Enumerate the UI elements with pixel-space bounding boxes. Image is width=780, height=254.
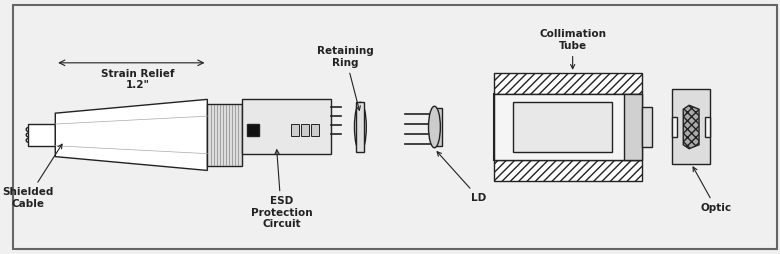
Text: Strain Relief
1.2": Strain Relief 1.2" bbox=[101, 69, 175, 90]
Text: LD: LD bbox=[437, 152, 487, 203]
Polygon shape bbox=[494, 160, 642, 181]
Polygon shape bbox=[683, 105, 699, 149]
Bar bbox=[672, 89, 710, 164]
Bar bbox=[642, 107, 651, 147]
Bar bbox=[242, 99, 331, 154]
Ellipse shape bbox=[428, 106, 441, 148]
Bar bbox=[246, 124, 259, 136]
Polygon shape bbox=[494, 73, 642, 94]
Bar bbox=[513, 102, 612, 152]
Polygon shape bbox=[55, 99, 207, 170]
Bar bbox=[672, 117, 677, 137]
Bar bbox=[434, 108, 442, 146]
Bar bbox=[301, 124, 309, 136]
Bar bbox=[705, 117, 710, 137]
Text: Collimation
Tube: Collimation Tube bbox=[539, 29, 606, 69]
Bar bbox=[494, 94, 642, 160]
Bar bbox=[311, 124, 319, 136]
Bar bbox=[356, 102, 364, 152]
Text: Optic: Optic bbox=[693, 167, 732, 213]
Text: Shielded
Cable: Shielded Cable bbox=[2, 144, 62, 209]
Bar bbox=[291, 124, 300, 136]
Bar bbox=[207, 104, 242, 166]
Text: ESD
Protection
Circuit: ESD Protection Circuit bbox=[250, 150, 312, 230]
Bar bbox=[624, 94, 642, 160]
Ellipse shape bbox=[354, 102, 367, 152]
Text: Retaining
Ring: Retaining Ring bbox=[317, 46, 374, 110]
Bar bbox=[27, 124, 55, 146]
